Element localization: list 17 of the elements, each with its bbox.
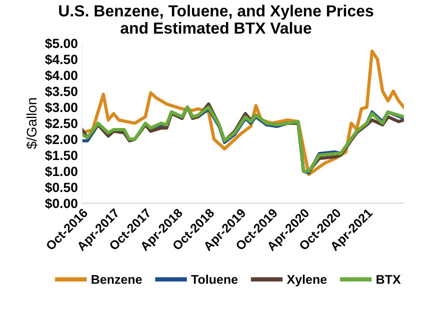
y-axis-title: $/Gallon [26,98,38,149]
y-tick-label: $4.50 [45,54,78,65]
y-tick-label: $2.50 [45,118,78,129]
y-tick-label: $4.00 [45,70,78,81]
y-tick-label: $2.00 [45,134,78,145]
legend-label: BTX [376,275,401,284]
y-tick-label: $1.50 [45,150,78,161]
y-tick-label: $5.00 [45,38,78,49]
y-tick-label: $0.00 [45,198,78,209]
y-tick-label: $3.50 [45,86,78,97]
y-tick-label: $0.50 [45,182,78,193]
legend-label: Xylene [286,274,327,286]
y-tick-label: $3.00 [45,102,78,113]
y-tick-label: $1.00 [45,166,78,177]
legend-label: Toluene [191,274,238,284]
chart-title: U.S. Benzene, Toluene, and Xylene Prices and Estimated BTX Value [59,4,374,34]
legend-label: Benzene [92,275,142,284]
